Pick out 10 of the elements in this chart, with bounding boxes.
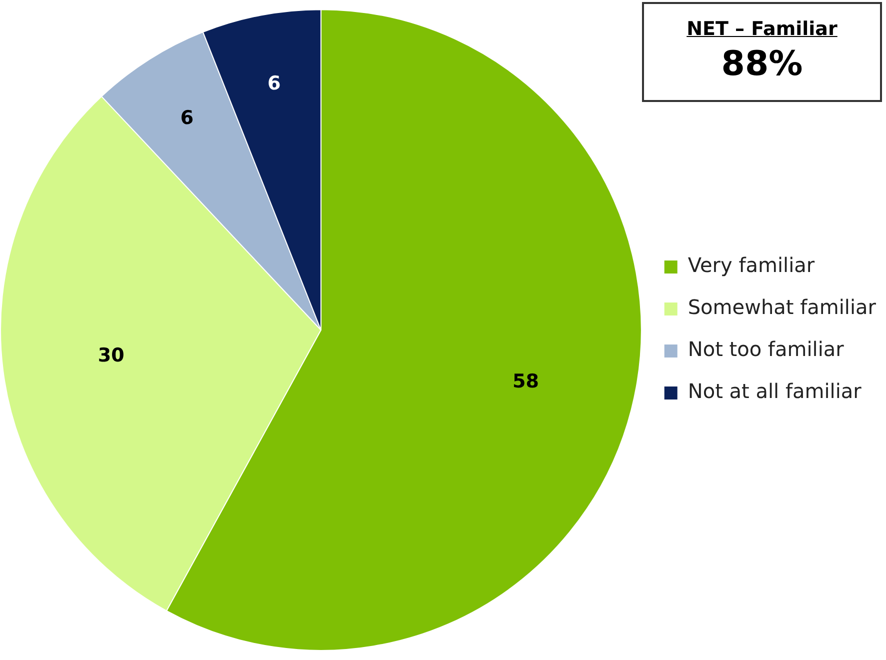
legend-label: Not too familiar <box>688 337 845 362</box>
data-label: 6 <box>180 106 194 129</box>
data-label: 30 <box>98 344 124 366</box>
text: NET – Familiar <box>686 18 838 40</box>
data-label: 58 <box>512 370 539 393</box>
text: 88% <box>720 44 804 84</box>
legend-label: Very familiar <box>688 253 816 278</box>
legend-label: Somewhat familiar <box>688 295 877 320</box>
data-label: 6 <box>267 72 281 94</box>
legend-label: Not at all familiar <box>688 379 862 404</box>
